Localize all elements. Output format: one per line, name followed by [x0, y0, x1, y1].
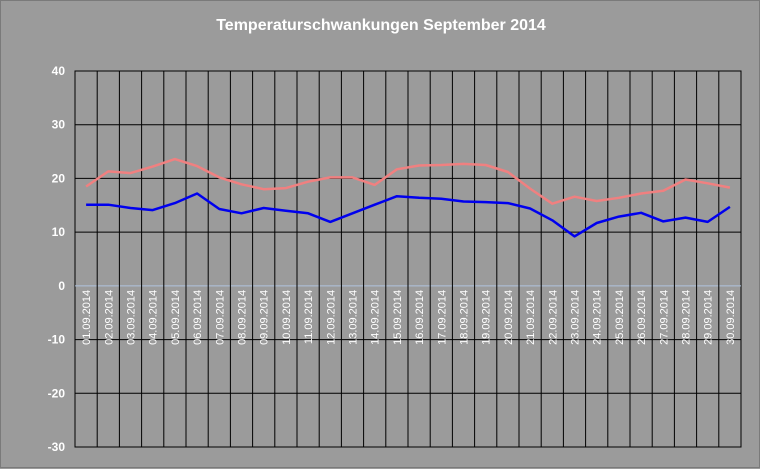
x-tick-label: 30.09.2014: [725, 290, 737, 345]
y-tick-label: -10: [48, 333, 66, 347]
x-tick-label: 17.09.2014: [436, 290, 448, 345]
x-tick-label: 15.09.2014: [392, 290, 404, 345]
x-tick-label: 03.09.2014: [126, 290, 138, 345]
x-tick-label: 07.09.2014: [214, 290, 226, 345]
x-tick-label: 11.09.2014: [303, 290, 315, 344]
x-tick-label: 14.09.2014: [370, 290, 382, 345]
y-tick-label: -20: [48, 386, 66, 400]
x-tick-label: 25.09.2014: [614, 290, 626, 345]
x-tick-label: 22.09.2014: [547, 290, 559, 345]
x-tick-label: 08.09.2014: [237, 290, 249, 345]
y-tick-label: 20: [52, 171, 66, 185]
x-tick-label: 01.09.2014: [81, 290, 93, 345]
x-tick-label: 18.09.2014: [459, 290, 471, 345]
y-tick-label: 10: [52, 225, 66, 239]
series-line-2: [86, 192, 731, 238]
y-tick-label: -30: [48, 440, 66, 454]
x-tick-label: 19.09.2014: [481, 290, 493, 345]
x-tick-label: 28.09.2014: [681, 290, 693, 345]
x-tick-label: 06.09.2014: [192, 290, 204, 345]
series-line-1: [85, 157, 731, 205]
x-tick-label: 12.09.2014: [325, 290, 337, 345]
x-tick-label: 09.09.2014: [259, 290, 271, 345]
x-tick-label: 20.09.2014: [503, 290, 515, 345]
x-tick-label: 05.09.2014: [170, 290, 182, 345]
x-tick-label: 04.09.2014: [148, 290, 160, 345]
x-tick-label: 23.09.2014: [570, 290, 582, 345]
chart-title: Temperaturschwankungen September 2014: [216, 17, 546, 34]
x-tick-label: 16.09.2014: [414, 290, 426, 345]
x-tick-label: 24.09.2014: [592, 290, 604, 345]
x-tick-label: 02.09.2014: [103, 290, 115, 345]
x-tick-label: 26.09.2014: [636, 290, 648, 345]
y-tick-label: 30: [52, 118, 66, 132]
x-tick-label: 13.09.2014: [348, 290, 360, 345]
y-tick-label: 40: [52, 64, 66, 78]
x-tick-label: 29.09.2014: [703, 290, 715, 345]
x-tick-label: 21.09.2014: [525, 290, 537, 345]
x-tick-label: 27.09.2014: [658, 290, 670, 345]
x-tick-label: 10.09.2014: [281, 290, 293, 345]
y-tick-label: 0: [58, 279, 65, 293]
